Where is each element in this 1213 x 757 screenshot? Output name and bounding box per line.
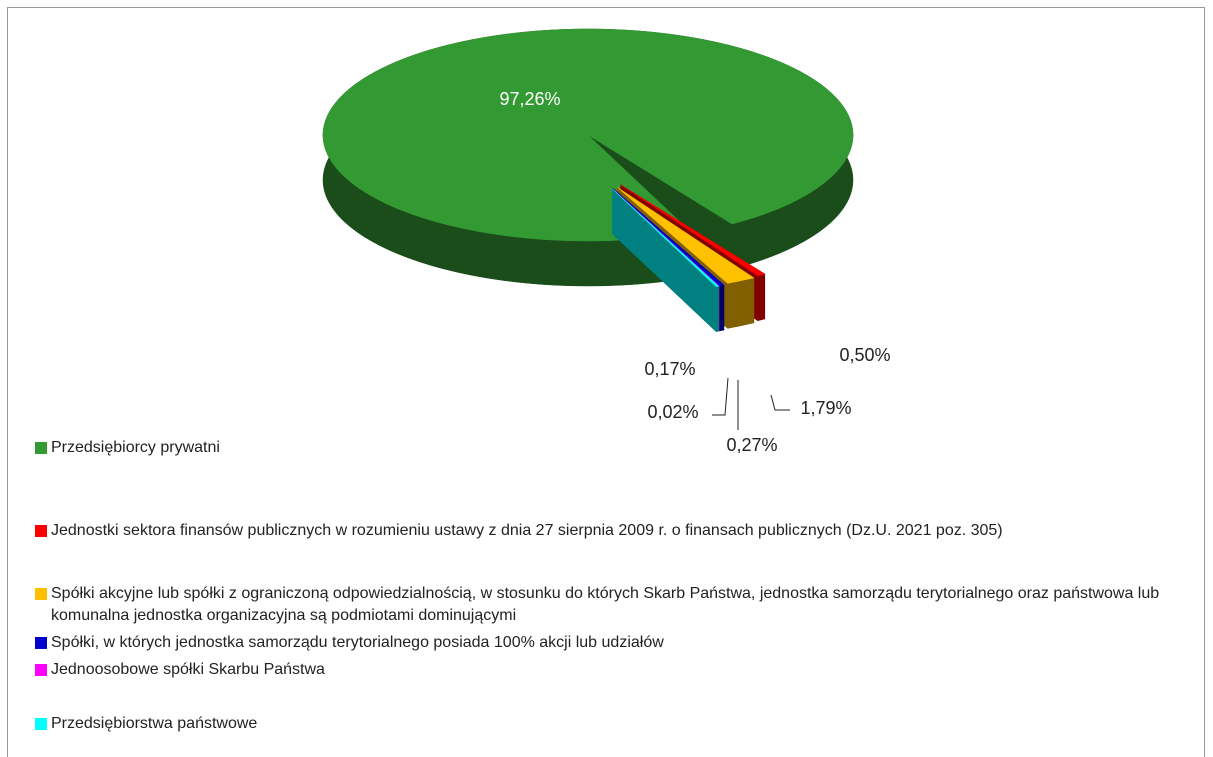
pie-slice	[612, 188, 720, 333]
slice-side	[715, 285, 719, 332]
pie-slice	[322, 28, 854, 287]
slice-top	[322, 28, 854, 242]
data-label: 0,02%	[647, 402, 698, 422]
slice-top	[616, 186, 755, 284]
legend-item: Spółki, w których jednostka samorządu te…	[35, 632, 1200, 654]
data-label: 0,50%	[839, 345, 890, 365]
legend-item: Przedsiębiorstwa państwowe	[35, 713, 1200, 735]
slice-top	[613, 188, 725, 287]
pie: 97,26% 0,50% 1,79% 0,27% 0,02% 0,17%	[322, 28, 891, 455]
slice-top	[612, 188, 720, 287]
legend-item: Jednostki sektora finansów publicznych w…	[35, 520, 1200, 542]
leader-line	[770, 394, 790, 411]
legend-swatch	[35, 637, 47, 649]
data-label: 0,17%	[644, 359, 695, 379]
slice-side	[727, 277, 755, 329]
data-label: 1,79%	[800, 398, 851, 418]
slice-side	[757, 273, 766, 322]
legend-item: Spółki akcyjne lub spółki z ograniczoną …	[35, 583, 1200, 627]
leader-lines	[712, 377, 790, 430]
legend-label: Przedsiębiorcy prywatni	[51, 439, 220, 456]
slice-side	[719, 284, 725, 332]
legend-label: Spółki akcyjne lub spółki z ograniczoną …	[51, 585, 1160, 624]
legend-item: Przedsiębiorcy prywatni	[35, 437, 1200, 459]
legend-label: Jednoosobowe spółki Skarbu Państwa	[51, 661, 325, 678]
legend-swatch	[35, 718, 47, 730]
legend-swatch	[35, 525, 47, 537]
legend-swatch	[35, 588, 47, 600]
leader-line	[712, 377, 729, 416]
legend-label: Spółki, w których jednostka samorządu te…	[51, 634, 664, 651]
legend-swatch	[35, 442, 47, 454]
legend-swatch	[35, 664, 47, 676]
data-label: 97,26%	[499, 89, 560, 109]
legend-label: Jednostki sektora finansów publicznych w…	[51, 522, 1003, 539]
legend-label: Przedsiębiorstwa państwowe	[51, 715, 258, 732]
chart-border	[7, 7, 1205, 757]
slice-top	[620, 184, 766, 276]
data-label: 0,27%	[726, 435, 777, 455]
legend-item: Jednoosobowe spółki Skarbu Państwa	[35, 659, 1200, 681]
slice-top	[612, 188, 720, 287]
